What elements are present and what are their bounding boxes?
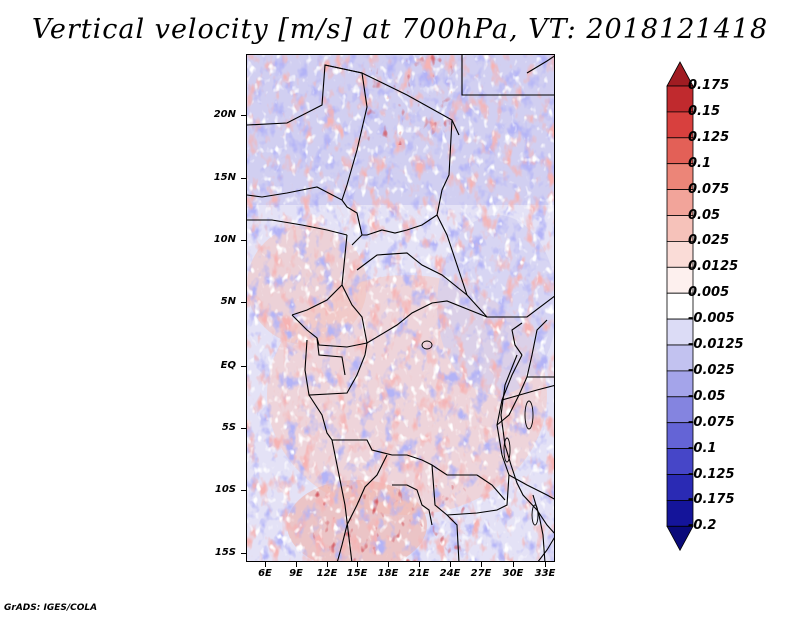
x-tick-label: 18E (377, 568, 399, 579)
x-tick-label: 21E (408, 568, 430, 579)
x-tick-mark (545, 562, 546, 567)
x-tick-label: 24E (439, 568, 461, 579)
colorbar-level-label: -0.075 (688, 414, 735, 430)
colorbar-swatch (666, 448, 694, 475)
x-tick-label: 12E (316, 568, 338, 579)
x-tick-mark (327, 562, 328, 567)
y-tick-label: 5S (221, 422, 236, 433)
colorbar-bottom-arrow (666, 525, 694, 552)
x-tick-label: 30E (502, 568, 524, 579)
colorbar-level-label: 0.175 (688, 78, 730, 93)
y-tick-label: 15N (213, 172, 236, 183)
y-tick-mark (241, 178, 246, 179)
velocity-field (247, 55, 554, 561)
colorbar-level-label: 0.05 (688, 207, 721, 223)
x-tick-label: 9E (289, 568, 303, 579)
colorbar-swatch (666, 292, 694, 320)
colorbar-swatch (666, 318, 694, 346)
y-tick-mark (241, 490, 246, 491)
x-tick-mark (265, 562, 266, 567)
x-tick-mark (388, 562, 389, 567)
colorbar-level-label: -0.005 (688, 311, 735, 327)
colorbar-level-label: -0.0125 (688, 337, 744, 352)
x-tick-mark (481, 562, 482, 567)
colorbar-level-label: 0.15 (688, 103, 721, 119)
colorbar-swatch (666, 137, 694, 165)
colorbar-swatch (666, 474, 694, 501)
colorbar-level-label: -0.175 (688, 492, 735, 508)
country-borders (247, 55, 554, 561)
x-tick-mark (450, 562, 451, 567)
y-tick-label: 20N (213, 109, 236, 120)
x-tick-mark (513, 562, 514, 567)
colorbar-swatch (666, 370, 694, 398)
x-tick-label: 15E (346, 568, 368, 579)
x-tick-mark (357, 562, 358, 567)
x-tick-label: 6E (258, 568, 272, 579)
map-title: Vertical velocity [m/s] at 700hPa, VT: 2… (31, 14, 769, 45)
x-tick-mark (419, 562, 420, 567)
colorbar-level-label: 0.0125 (688, 259, 739, 275)
y-tick-label: 15S (214, 547, 236, 558)
y-tick-label: 10S (214, 484, 236, 495)
colorbar-swatch (666, 215, 694, 242)
colorbar-swatch (666, 85, 694, 113)
colorbar-level-label: 0.075 (688, 181, 730, 197)
y-tick-mark (241, 240, 246, 241)
velocity-map (246, 54, 555, 562)
colorbar-level-label: 0.125 (688, 129, 730, 145)
colorbar-level-label: -0.05 (688, 388, 726, 404)
colorbar-swatch (666, 189, 694, 216)
y-tick-mark (241, 366, 246, 367)
colorbar-swatch (666, 111, 694, 139)
colorbar-level-label: 0.005 (688, 285, 730, 301)
colorbar-swatch (666, 266, 694, 294)
y-tick-label: EQ (220, 360, 236, 371)
colorbar-swatch (666, 396, 694, 424)
y-tick-mark (241, 302, 246, 303)
x-tick-label: 33E (534, 568, 556, 579)
colorbar (666, 61, 694, 552)
y-tick-label: 5N (220, 296, 236, 307)
colorbar-level-label: 0.025 (688, 233, 730, 249)
y-tick-mark (241, 115, 246, 116)
colorbar-level-label: -0.1 (688, 440, 717, 456)
x-tick-mark (296, 562, 297, 567)
colorbar-swatch (666, 240, 694, 268)
colorbar-level-label: 0.1 (688, 155, 712, 171)
colorbar-swatch (666, 163, 694, 190)
y-tick-mark (241, 428, 246, 429)
x-tick-label: 27E (470, 568, 492, 579)
y-tick-label: 10N (213, 234, 236, 245)
colorbar-level-label: -0.125 (688, 466, 735, 482)
y-tick-mark (241, 553, 246, 554)
colorbar-level-label: -0.2 (688, 518, 717, 534)
colorbar-level-label: -0.025 (688, 362, 735, 378)
colorbar-swatch (666, 344, 694, 372)
footer-credit: GrADS: IGES/COLA (4, 603, 98, 613)
